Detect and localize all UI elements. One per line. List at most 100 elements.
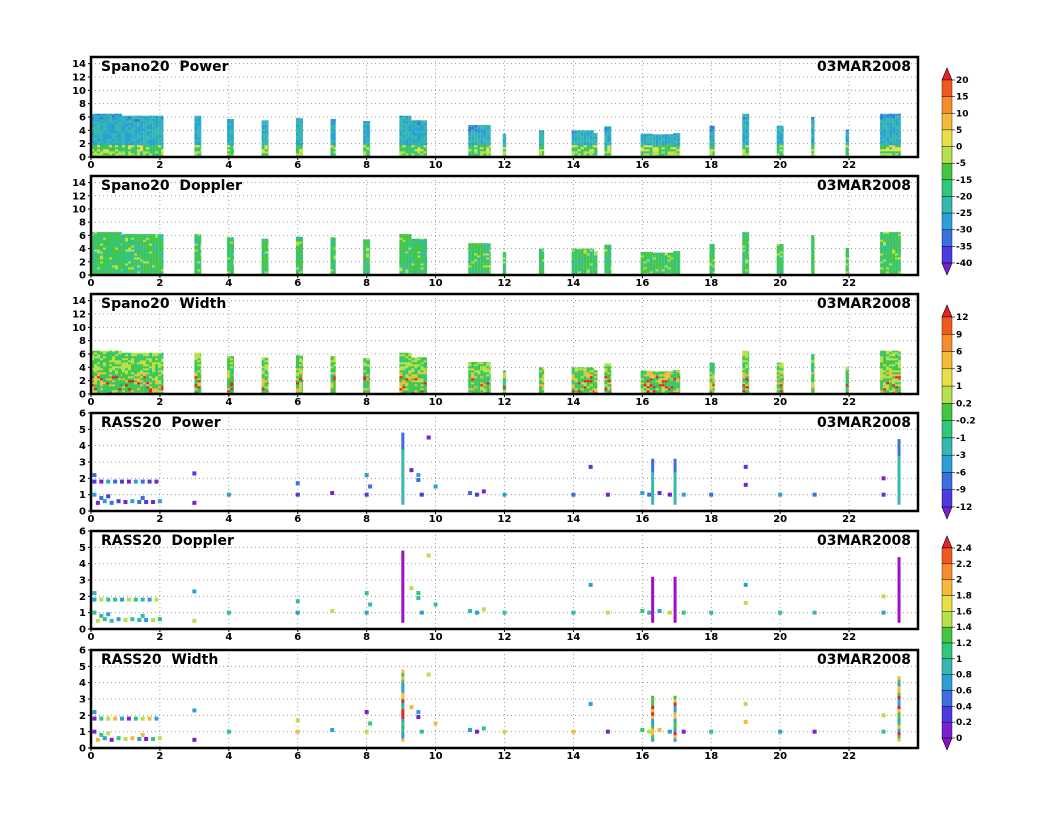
data-cell — [369, 245, 371, 248]
data-cell — [155, 121, 159, 124]
data-cell — [643, 153, 647, 156]
x-tick-label: 4 — [225, 278, 232, 289]
data-cell — [149, 376, 153, 379]
data-cell — [227, 127, 231, 130]
data-cell — [655, 135, 659, 138]
data-cell — [158, 386, 162, 389]
data-cell — [477, 131, 481, 134]
data-cell — [574, 145, 578, 148]
data-cell — [118, 354, 121, 357]
data-cell — [134, 384, 138, 387]
data-cell — [197, 265, 201, 268]
data-cell — [889, 137, 893, 140]
data-cell — [194, 245, 198, 248]
data-cell — [709, 139, 713, 142]
data-cell — [483, 149, 487, 152]
data-cell — [112, 370, 115, 373]
data-cell — [895, 153, 899, 156]
data-cell — [296, 251, 299, 254]
data-cell — [112, 115, 115, 118]
data-cell — [122, 382, 125, 385]
data-cell — [97, 257, 100, 260]
data-cell — [109, 137, 112, 140]
data-cell — [333, 123, 336, 126]
data-cell — [898, 147, 901, 150]
data-cell — [112, 382, 115, 385]
data-cell — [140, 261, 144, 264]
data-cell — [97, 147, 100, 150]
data-cell — [571, 149, 575, 152]
data-cell — [604, 149, 608, 152]
data-cell — [152, 147, 156, 150]
data-cell — [649, 139, 653, 142]
data-cell — [122, 239, 125, 242]
data-cell — [230, 141, 234, 144]
data-cell — [539, 135, 542, 138]
data-cell — [502, 139, 506, 142]
data-cell — [779, 135, 783, 138]
data-cell — [679, 259, 681, 262]
data-cell — [122, 249, 125, 252]
data-cell — [895, 241, 899, 244]
data-cell — [709, 259, 713, 262]
data-cell — [115, 372, 118, 375]
data-cell — [233, 237, 234, 240]
data-cell — [131, 261, 134, 264]
data-cell — [895, 261, 899, 264]
data-cell — [134, 366, 138, 369]
data-cell — [197, 247, 201, 250]
data-cell — [94, 378, 97, 381]
data-cell — [776, 251, 780, 254]
data-cell — [664, 265, 668, 268]
data-cell — [158, 354, 162, 357]
data-cell — [122, 271, 125, 274]
data-cell — [152, 143, 156, 146]
data-cell — [112, 237, 115, 240]
data-cell — [399, 269, 403, 272]
data-cell — [652, 255, 656, 258]
data-cell — [782, 261, 784, 264]
data-cell — [155, 245, 159, 248]
data-cell — [889, 271, 893, 274]
data-cell — [140, 235, 144, 238]
data-cell — [112, 121, 115, 124]
data-cell — [125, 133, 128, 136]
data-cell — [143, 362, 147, 365]
data-cell — [200, 137, 202, 140]
data-cell — [586, 249, 590, 252]
data-cell — [227, 378, 231, 381]
data-cell — [140, 267, 144, 270]
data-cell — [577, 131, 581, 134]
data-cell — [146, 354, 150, 357]
data-cell — [886, 153, 890, 156]
data-cell — [91, 267, 94, 270]
data-cell — [155, 265, 159, 268]
data-cell — [109, 255, 112, 258]
data-cell — [426, 151, 427, 154]
data-cell — [742, 257, 746, 260]
data-cell — [233, 263, 234, 266]
data-cell — [664, 137, 668, 140]
data-cell — [118, 241, 121, 244]
data-cell — [94, 271, 97, 274]
data-cell — [134, 137, 138, 140]
data-cell — [589, 248, 593, 250]
data-cell — [146, 267, 150, 270]
data-cell — [607, 269, 611, 272]
data-cell — [143, 125, 147, 128]
data-cell — [652, 151, 656, 154]
data-cell — [267, 135, 269, 138]
data-cell — [333, 139, 336, 142]
data-cell — [542, 251, 545, 254]
data-cell — [143, 356, 147, 359]
data-cell — [100, 249, 103, 252]
data-cell — [200, 131, 202, 134]
data-cell — [194, 147, 198, 150]
data-cell — [128, 149, 131, 152]
data-cell — [137, 141, 141, 144]
data-cell — [399, 141, 403, 144]
data-cell — [571, 141, 575, 144]
x-tick-label: 12 — [498, 278, 512, 289]
data-cell — [230, 123, 234, 126]
data-cell — [155, 374, 159, 377]
